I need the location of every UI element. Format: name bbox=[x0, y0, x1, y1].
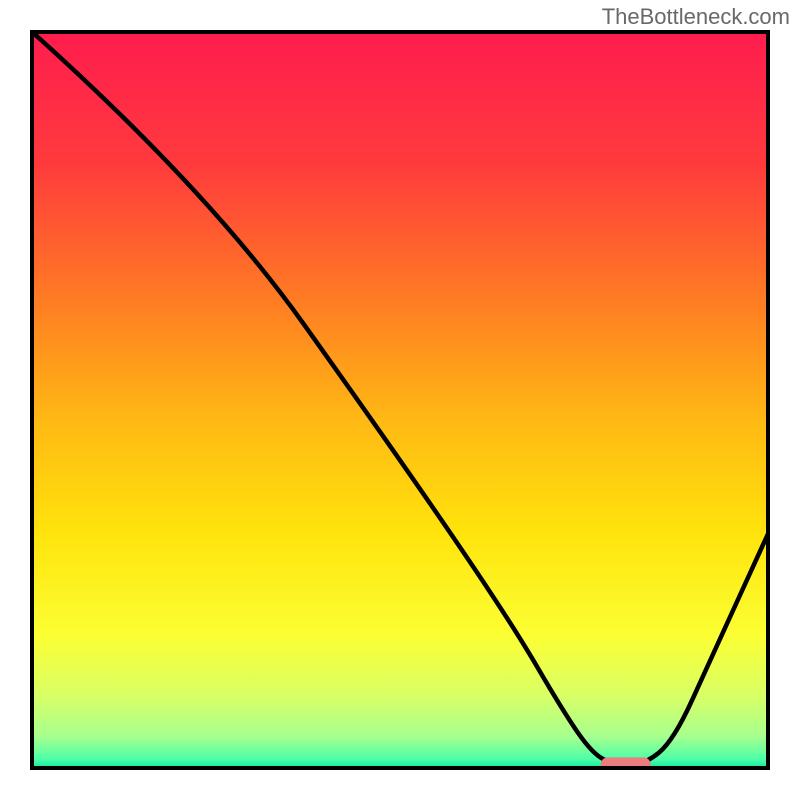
bottleneck-chart bbox=[30, 30, 770, 770]
chart-background bbox=[30, 30, 770, 770]
watermark-text: TheBottleneck.com bbox=[602, 4, 790, 30]
chart-svg bbox=[30, 30, 770, 770]
